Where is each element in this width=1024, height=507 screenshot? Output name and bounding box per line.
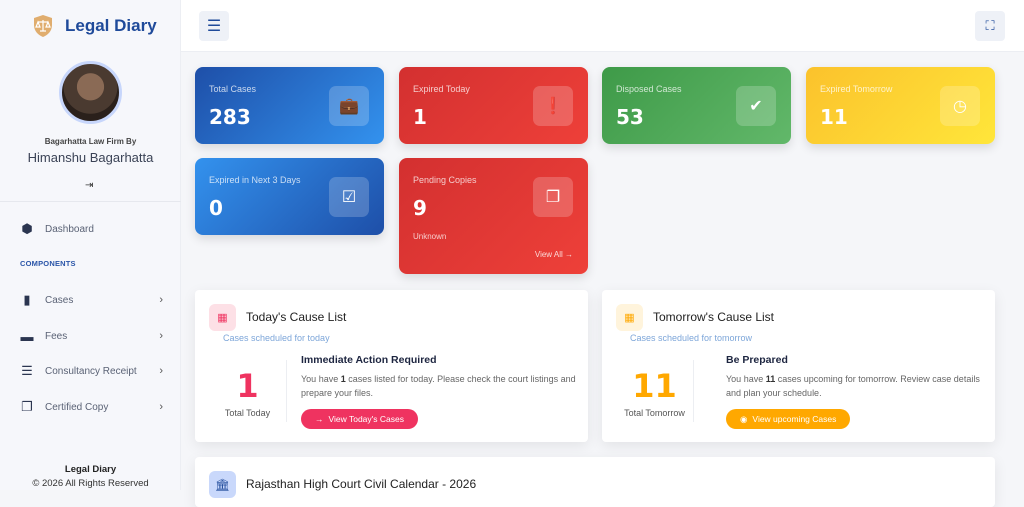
chevron-right-icon: › [159,365,163,377]
footer-title: Legal Diary [64,464,117,475]
card-title: Tomorrow's Cause List [653,310,774,324]
card-text: You have 11 cases upcoming for tomorrow.… [726,372,988,400]
total-label: Total Tomorrow [624,408,685,418]
copy-icon: ❐ [21,399,33,414]
stat-label: Expired Tomorrow [820,84,893,94]
eye-icon: ◉ [740,413,748,424]
button-label: View upcoming Cases [752,414,837,424]
stat-value: 0 [209,196,223,220]
app-title: Legal Diary [65,16,157,35]
calendar-icon: ▦ [209,304,236,331]
scales-of-justice-icon [34,15,52,37]
chevron-right-icon: › [159,330,163,342]
tomorrow-cause-list-card: ▦ Tomorrow's Cause List Cases scheduled … [602,290,995,442]
cubes-icon: ⬢ [21,221,33,236]
arrow-right-icon: → [565,250,573,259]
stat-label: Expired in Next 3 Days [209,175,301,185]
logout-icon[interactable]: ⇥ [85,180,94,191]
user-name: Himanshu Bagarhatta [27,150,154,165]
hamburger-icon: ☰ [206,18,222,35]
menu-toggle-button[interactable]: ☰ [199,11,229,41]
text: You have [301,374,341,384]
exclamation-icon: ❗ [533,86,573,126]
stat-value: 53 [616,105,644,129]
total-count: 1 [236,367,259,405]
card-title: Rajasthan High Court Civil Calendar - 20… [246,477,477,491]
stat-label: Total Cases [209,84,257,94]
landmark-icon: 🏛 [209,471,236,498]
calendar-check-icon: ☑ [329,177,369,217]
receipt-icon: ☰ [21,363,33,378]
stat-label: Expired Today [413,84,470,94]
stat-value: 1 [413,105,427,129]
sidebar-item-label: Dashboard [45,223,94,235]
stat-card-total-cases[interactable]: Total Cases 283 💼 [195,67,384,144]
top-header: ☰ ⛶ [181,0,1024,52]
expand-icon: ⛶ [985,18,995,33]
avatar [59,61,122,124]
sidebar-item-label: Consultancy Receipt [45,365,137,377]
stat-value: 283 [209,105,251,129]
view-upcoming-cases-button[interactable]: ◉ View upcoming Cases [726,409,851,429]
total-count: 11 [632,367,677,405]
total-label: Total Today [224,408,271,418]
sidebar-item-consultancy-receipt[interactable]: ☰ Consultancy Receipt › [18,363,163,379]
text: You have [726,374,766,384]
card-subtitle: Cases scheduled for tomorrow [630,333,753,343]
sidebar-item-label: Certified Copy [45,401,109,413]
today-cause-list-card: ▦ Today's Cause List Cases scheduled for… [195,290,588,442]
file-icon: ▮ [23,292,31,307]
stat-card-expired-today[interactable]: Expired Today 1 ❗ [399,67,588,144]
stat-sub: Unknown [413,232,447,241]
check-circle-icon: ✔ [736,86,776,126]
firm-name: Bagarhatta Law Firm By [44,137,137,146]
chevron-right-icon: › [159,401,163,413]
civil-calendar-card: 🏛 Rajasthan High Court Civil Calendar - … [195,457,995,507]
text: cases listed for today. Please check the… [301,374,576,398]
chevron-right-icon: › [159,294,163,306]
divider [693,360,694,422]
stat-value: 11 [820,105,848,129]
view-all-label: View All [534,250,563,259]
stat-card-disposed-cases[interactable]: Disposed Cases 53 ✔ [602,67,791,144]
card-text: You have 1 cases listed for today. Pleas… [301,372,581,400]
stat-value: 9 [413,196,427,220]
fullscreen-button[interactable]: ⛶ [975,11,1005,41]
sidebar-item-label: Fees [45,330,68,342]
clock-icon: ◷ [940,86,980,126]
card-heading: Be Prepared [726,354,788,366]
sidebar-item-fees[interactable]: ▬ Fees › [18,328,164,344]
divider [286,360,287,422]
stat-card-expired-next-3-days[interactable]: Expired in Next 3 Days 0 ☑ [195,158,384,235]
stat-card-expired-tomorrow[interactable]: Expired Tomorrow 11 ◷ [806,67,995,144]
button-label: View Today's Cases [328,414,405,424]
arrow-right-icon: → [315,414,324,424]
sidebar: Legal Diary Bagarhatta Law Firm By Himan… [0,0,181,490]
card-subtitle: Cases scheduled for today [223,333,330,343]
view-todays-cases-button[interactable]: → View Today's Cases [301,409,418,429]
sidebar-item-label: Cases [45,294,74,306]
sidebar-item-dashboard[interactable]: ⬢ Dashboard [18,221,163,237]
sidebar-item-certified-copy[interactable]: ❐ Certified Copy › [18,399,163,415]
stat-card-pending-copies[interactable]: Pending Copies 9 ❐ Unknown View All → [399,158,588,274]
stat-label: Pending Copies [413,175,477,185]
copy-icon: ❐ [533,177,573,217]
section-heading: COMPONENTS [20,259,76,268]
text: cases upcoming for tomorrow. Review case… [726,374,980,398]
view-all-link[interactable]: View All → [535,250,573,259]
calendar-icon: ▦ [616,304,643,331]
card-heading: Immediate Action Required [301,354,437,366]
stat-label: Disposed Cases [616,84,682,94]
briefcase-icon: 💼 [329,86,369,126]
sidebar-item-cases[interactable]: ▮ Cases › [18,292,163,308]
text-count: 1 [340,374,346,384]
card-title: Today's Cause List [246,310,347,324]
divider [0,201,181,202]
money-bill-icon: ▬ [20,328,34,344]
footer-copyright: © 2026 All Rights Reserved [32,478,149,489]
text-count: 11 [765,374,776,384]
logo[interactable]: Legal Diary [32,14,157,38]
